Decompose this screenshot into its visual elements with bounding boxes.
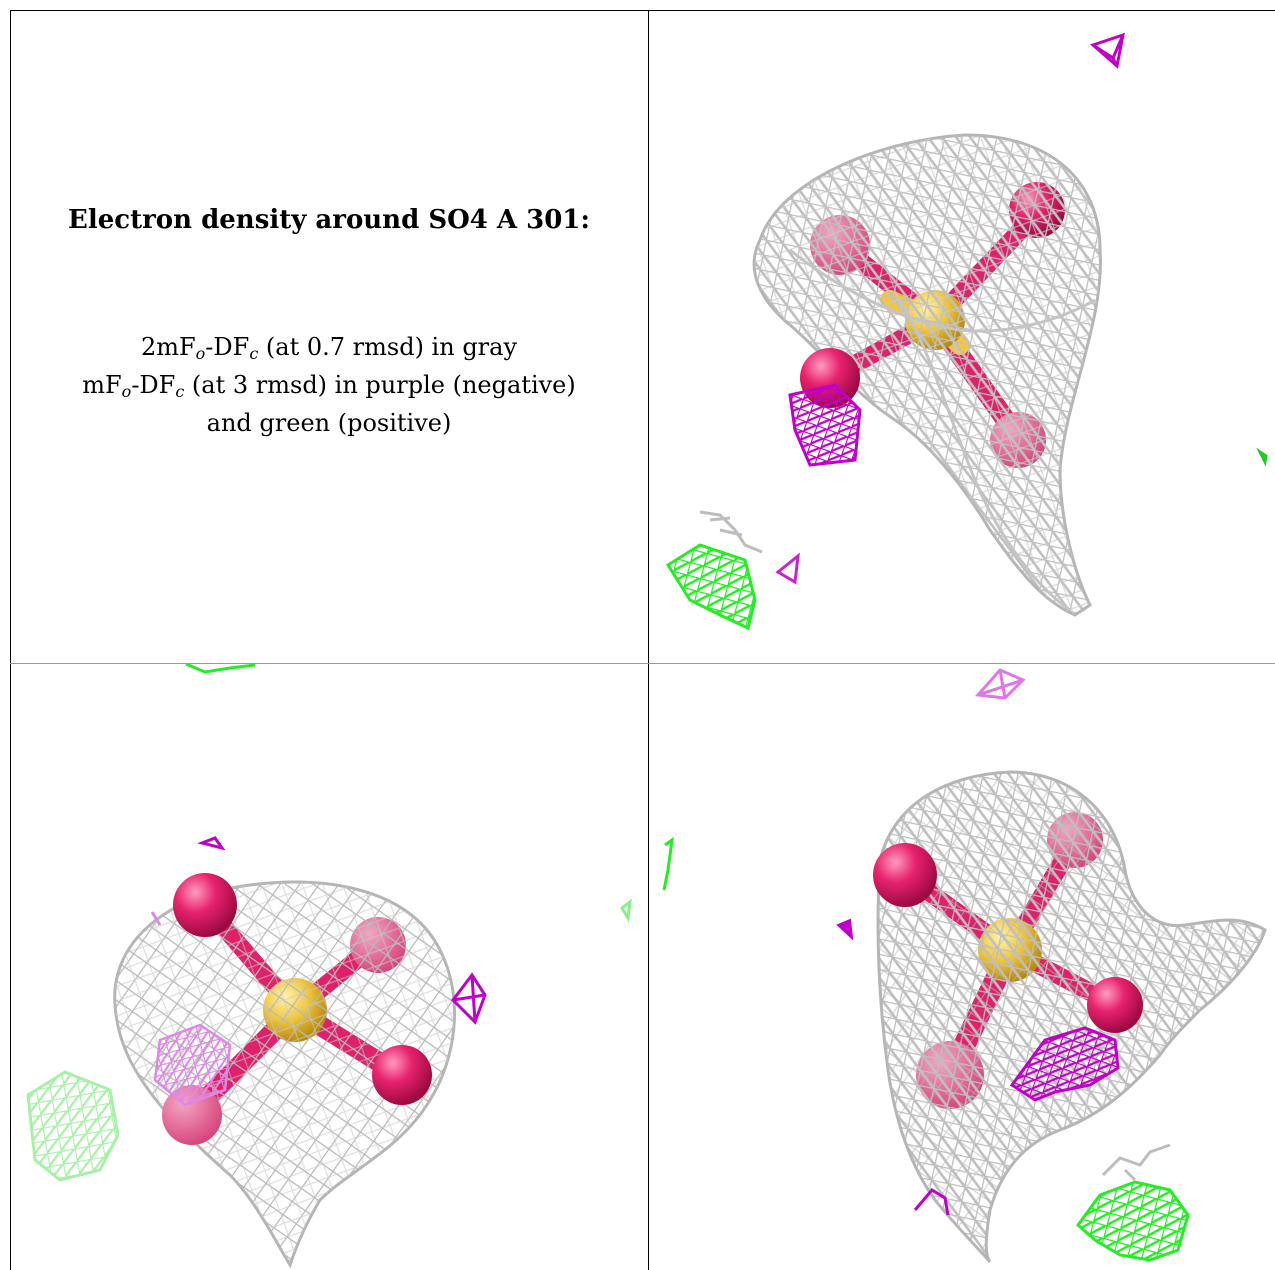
oxygen-atom <box>372 1045 432 1105</box>
2fofc-mesh <box>752 133 1102 617</box>
negative-density-blob <box>150 911 162 926</box>
negative-density-blob <box>1009 1026 1120 1102</box>
frame-top-border <box>10 10 1275 11</box>
positive-density-blob <box>1075 1180 1190 1262</box>
positive-density-blob <box>26 1070 120 1182</box>
frame-left-border <box>10 10 11 1270</box>
legend-line-2fofc: 2mFo-DFc (at 0.7 rmsd) in gray <box>140 333 518 363</box>
view-bottom-right <box>662 668 1267 1263</box>
view-top-right <box>665 32 1268 631</box>
negative-density-blob <box>153 1023 232 1107</box>
legend-panel: Electron density around SO4 A 301: 2mFo-… <box>10 10 648 663</box>
negative-density-blob <box>451 972 487 1025</box>
oxygen-atom <box>173 873 237 937</box>
negative-density-blob <box>775 552 800 585</box>
positive-density-blob <box>185 662 256 674</box>
oxygen-atom <box>162 1085 222 1145</box>
negative-density-blob <box>197 836 226 851</box>
frame-horizontal-divider <box>10 663 1275 664</box>
positive-density-blob <box>620 898 632 923</box>
negative-density-blob <box>836 918 854 941</box>
positive-density-blob <box>662 836 674 891</box>
oxygen-atom <box>1087 977 1143 1033</box>
2fofc-mesh-fragment <box>699 510 763 554</box>
frame-vertical-divider <box>648 10 649 1270</box>
negative-density-blob <box>1090 32 1125 69</box>
positive-density-blob <box>1256 447 1268 467</box>
2fofc-mesh-fragment <box>1101 1143 1171 1182</box>
legend-line-positive: and green (positive) <box>206 409 452 437</box>
legend-line-fofc: mFo-DFc (at 3 rmsd) in purple (negative) <box>82 371 576 401</box>
negative-density-blob <box>974 668 1026 700</box>
2fofc-mesh <box>876 770 1267 1263</box>
positive-density-blob <box>665 543 757 631</box>
view-bottom-left <box>26 662 632 1269</box>
negative-density-blob <box>913 1188 950 1216</box>
oxygen-atom <box>873 843 937 907</box>
legend-caption: 2mFo-DFc (at 0.7 rmsd) in gray mFo-DFc (… <box>10 328 648 442</box>
figure-title: Electron density around SO4 A 301: <box>68 205 590 235</box>
negative-density-blob <box>788 383 862 467</box>
